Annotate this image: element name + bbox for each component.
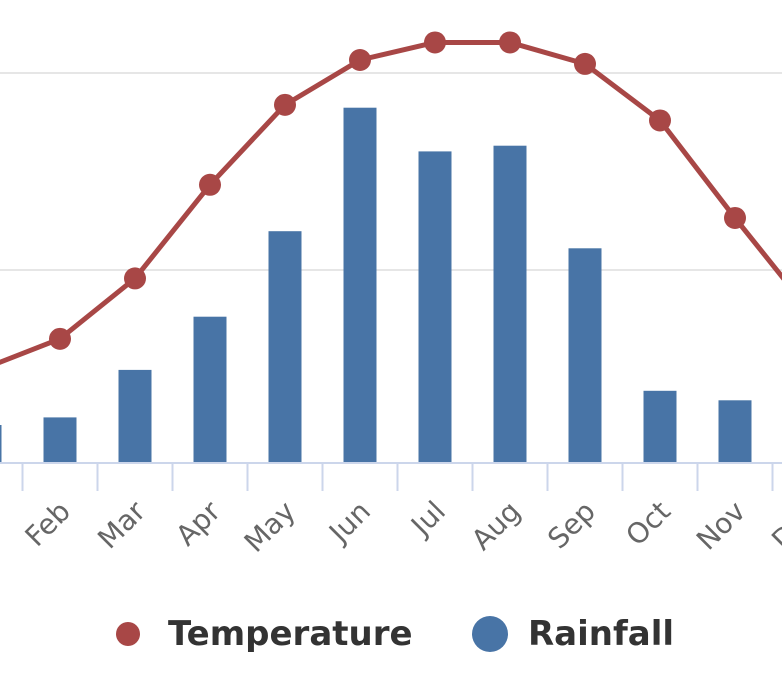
x-tick-label-aug: Aug [465,495,527,557]
rainfall-bar-aug [493,145,527,463]
temperature-legend-marker [116,622,140,646]
rainfall-bar-may [268,231,302,463]
rainfall-bar-feb [43,417,77,463]
x-tick-label-oct: Oct [619,495,677,553]
rainfall-bar-sep [568,248,602,463]
x-tick-label-mar: Mar [91,494,152,555]
temperature-point-may [274,93,296,116]
temperature-point-feb [49,327,71,350]
x-tick-label-sep: Sep [541,495,602,556]
temperature-point-mar [124,267,146,290]
temperature-point-jun [349,49,371,71]
temperature-point-sep [574,52,596,75]
rainfall-bar-oct [643,390,677,463]
x-tick-label-may: May [238,495,302,559]
rainfall-bar-jan [0,425,2,463]
legend-item-rainfall[interactable]: Rainfall [472,614,674,654]
temperature-point-oct [649,109,671,132]
legend: Temperature Rainfall [0,600,782,670]
temperature-point-nov [724,206,746,229]
rainfall-bar-jun [343,107,377,463]
rainfall-legend-marker [472,616,508,652]
temperature-point-aug [499,31,521,54]
x-tick-label-jun: Jun [321,495,377,551]
rainfall-bar-apr [193,316,227,463]
x-tick-label-dec: Dec [765,495,782,557]
temperature-legend-label: Temperature [168,614,413,654]
temperature-point-apr [199,173,221,196]
x-tick-label-jan: Jan [0,495,2,550]
legend-item-temperature[interactable]: Temperature [116,614,413,654]
temperature-line [0,39,782,365]
rainfall-bar-nov [718,400,752,463]
rainfall-bar-mar [118,369,152,463]
x-tick-label-jul: Jul [403,495,452,544]
rainfall-legend-label: Rainfall [528,614,675,654]
rainfall-bar-jul [418,151,452,463]
x-tick-label-apr: Apr [169,494,227,552]
temperature-point-jul [424,31,446,54]
x-tick-label-nov: Nov [690,495,752,557]
x-tick-label-feb: Feb [19,495,77,553]
